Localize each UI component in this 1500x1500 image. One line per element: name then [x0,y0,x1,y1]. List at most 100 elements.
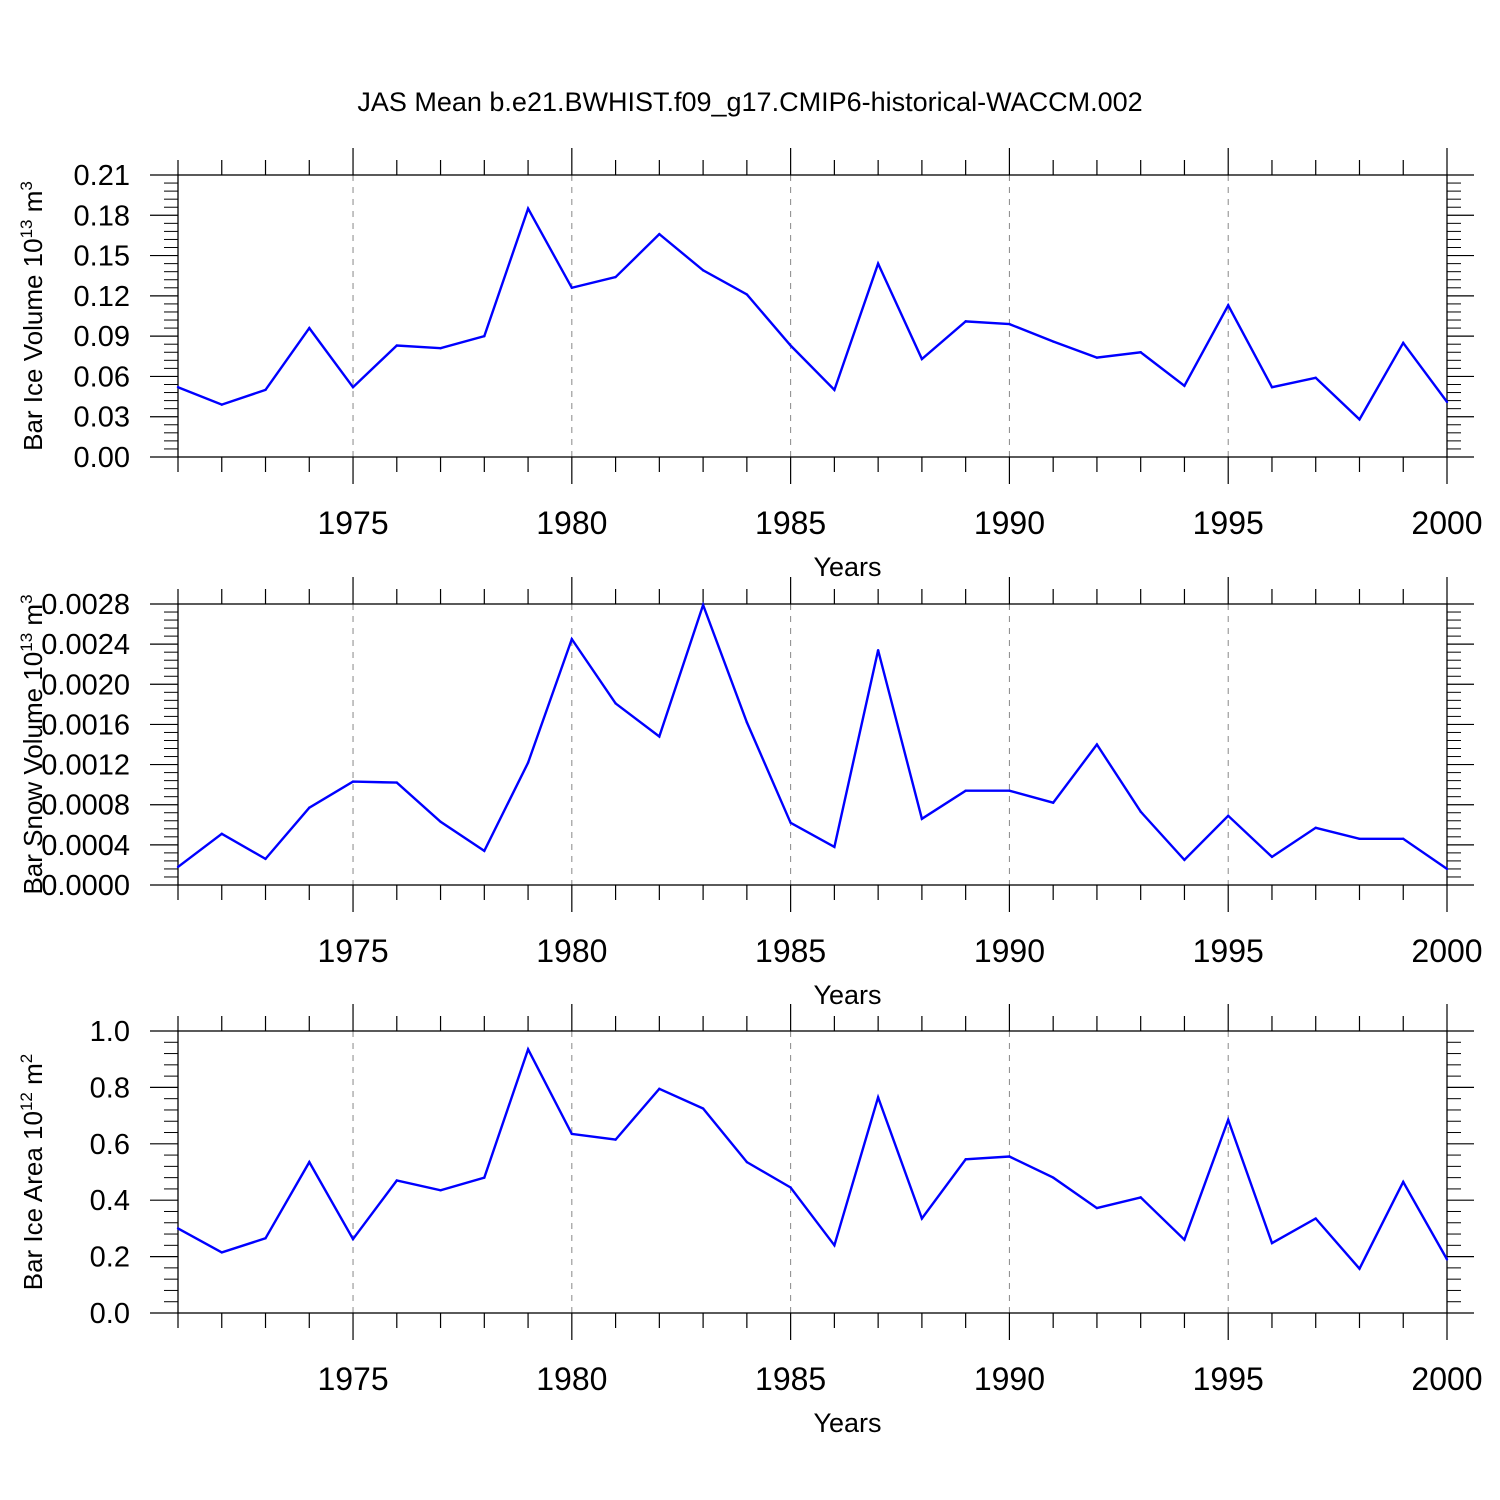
data-point [920,1217,924,1220]
data-point [570,286,574,289]
data-point [745,1160,749,1164]
x-tick-label: 1990 [974,933,1045,969]
x-axis-label: Years [813,1408,881,1438]
data-point [220,403,223,406]
data-point [1008,789,1011,792]
x-axis-label: Years [813,552,881,582]
data-point [1270,855,1274,859]
y-tick-label: 0.03 [74,402,130,434]
data-point [308,1160,311,1164]
data-point [920,357,924,361]
data-point [176,1227,180,1230]
data-point [483,334,486,338]
data-point [395,344,398,347]
data-point [1183,384,1186,388]
data-point [833,388,836,392]
x-tick-label: 1990 [974,505,1045,541]
data-point [701,269,705,272]
data-point [920,817,924,820]
y-tick-label: 1.0 [90,1016,130,1048]
data-point [1445,867,1449,871]
data-point [308,326,311,330]
data-point [570,1132,574,1136]
y-axis-label: Bar Ice Volume 1013 m3 [17,181,48,451]
x-tick-label: 1985 [755,505,826,541]
panel-1: 1975 1980 1985 1990 1995 2000 Years 0.00 0.03 0.0… [17,148,1483,582]
data-point [1227,814,1230,817]
data-point [1358,1267,1361,1270]
x-tick-label: 1990 [974,1361,1045,1397]
data-point [1358,837,1361,841]
y-axis-label: Bar Ice Area 1012 m2 [17,1054,48,1291]
data-point [614,702,617,705]
data-point [876,648,880,652]
data-point [964,1158,967,1161]
data-point [176,385,180,389]
data-point [745,293,749,296]
series-line [177,1046,1449,1271]
data-point [1402,341,1405,345]
y-tick-label: 0.18 [74,200,130,232]
y-tick-label: 0.0012 [41,750,130,782]
x-tick-label: 2000 [1411,505,1482,541]
y-tick-label: 0.0004 [41,830,130,862]
x-tick-label: 1980 [536,933,607,969]
data-point [701,1107,705,1110]
data-point [1270,385,1274,389]
data-point [964,320,967,323]
data-point [745,721,749,724]
data-point [658,1087,661,1091]
data-point [614,1138,617,1141]
data-point [483,1176,486,1179]
x-tick-label: 1995 [1193,933,1264,969]
x-tick-label: 1975 [317,1361,388,1397]
panel-2: 1975 1980 1985 1990 1995 2000 Years 0.0000 0.000… [17,577,1483,1010]
panels: 1975 1980 1985 1990 1995 2000 Years 0.00 0.03 0.0… [17,148,1483,1438]
x-tick-label: 1995 [1193,505,1264,541]
data-point [395,1179,398,1182]
y-tick-label: 0.09 [74,321,130,353]
data-point [351,780,355,783]
plot-frame [177,174,1448,458]
data-point [1051,801,1055,804]
data-point [1008,322,1011,326]
x-axis-label: Years [813,980,881,1010]
x-tick-label: 1980 [536,1361,607,1397]
data-point [1095,743,1099,746]
data-point [439,820,442,823]
data-point [964,789,967,792]
y-tick-label: 0.4 [90,1185,130,1217]
x-tick-label: 1985 [755,1361,826,1397]
y-tick-label: 0.0016 [41,709,130,741]
y-tick-label: 0.00 [74,442,130,474]
y-tick-label: 0.6 [90,1129,130,1161]
data-point [1314,1217,1317,1220]
data-point [876,262,880,265]
data-point [526,1048,530,1051]
y-tick-label: 0.21 [74,160,130,192]
x-tick-label: 1975 [317,933,388,969]
x-tick-label: 1995 [1193,1361,1264,1397]
data-point [614,275,617,279]
series-line [177,601,1448,870]
data-point [1139,810,1142,813]
data-point [789,344,792,347]
data-point [789,821,792,824]
data-point [1139,351,1142,354]
panel-3: 1975 1980 1985 1990 1995 2000 Years 0.0 0.2 0.4 0.… [17,1004,1483,1438]
x-tick-label: 2000 [1411,933,1482,969]
y-tick-label: 0.2 [90,1242,130,1274]
data-point [1445,1258,1449,1261]
data-point [439,347,442,350]
data-point [351,385,355,389]
y-tick-label: 0.06 [74,361,130,393]
data-point [1445,400,1449,404]
y-tick-label: 0.0008 [41,790,130,822]
series-line [177,205,1448,422]
data-point [1314,826,1317,829]
data-point [1227,304,1230,307]
data-point [1051,340,1055,343]
data-point [876,1096,880,1099]
data-point [1008,1155,1011,1158]
